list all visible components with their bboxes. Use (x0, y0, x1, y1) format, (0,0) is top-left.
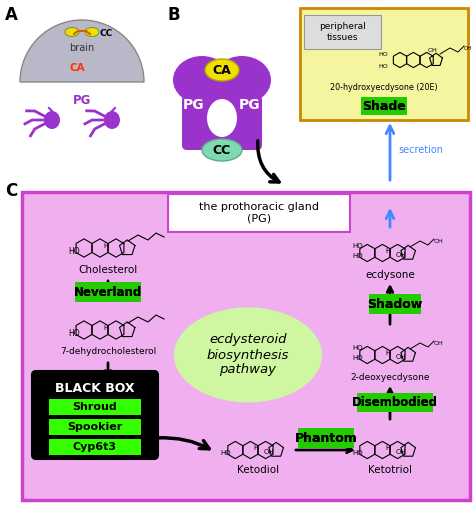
Text: CC: CC (100, 28, 113, 38)
Text: PG: PG (183, 98, 205, 112)
Text: secretion: secretion (398, 145, 443, 155)
Text: Disembodied: Disembodied (352, 396, 438, 409)
Text: Neverland: Neverland (74, 285, 142, 299)
Text: BLACK BOX: BLACK BOX (55, 383, 135, 396)
Ellipse shape (173, 56, 231, 104)
Text: H: H (253, 445, 258, 451)
Ellipse shape (202, 139, 242, 161)
Ellipse shape (205, 59, 239, 81)
Text: HO: HO (352, 345, 363, 351)
Text: OH: OH (434, 341, 444, 346)
FancyBboxPatch shape (356, 393, 433, 412)
Ellipse shape (85, 27, 99, 37)
Text: Shadow: Shadow (367, 298, 423, 310)
Text: OH: OH (396, 252, 407, 258)
Text: Cholesterol: Cholesterol (78, 265, 137, 275)
FancyBboxPatch shape (75, 282, 141, 302)
FancyBboxPatch shape (298, 428, 355, 448)
FancyBboxPatch shape (49, 399, 141, 415)
Wedge shape (20, 20, 144, 82)
Text: Shroud: Shroud (73, 402, 118, 412)
Text: 2-deoxyecdysone: 2-deoxyecdysone (350, 372, 430, 382)
Text: OH: OH (396, 449, 407, 455)
Text: Shadow: Shadow (367, 298, 423, 310)
Text: Neverland: Neverland (74, 285, 142, 299)
FancyBboxPatch shape (304, 15, 381, 49)
Text: H: H (385, 248, 390, 254)
Text: HO: HO (352, 450, 363, 456)
FancyBboxPatch shape (300, 8, 468, 120)
Text: peripheral
tissues: peripheral tissues (319, 22, 366, 42)
Text: H: H (385, 445, 390, 451)
Text: HO: HO (378, 52, 388, 57)
Text: A: A (5, 6, 18, 24)
FancyBboxPatch shape (369, 294, 420, 314)
Ellipse shape (65, 27, 79, 37)
Text: brain: brain (69, 43, 95, 53)
Text: OH: OH (428, 48, 438, 53)
Text: CC: CC (213, 143, 231, 156)
FancyBboxPatch shape (182, 95, 262, 150)
Text: OH: OH (264, 449, 274, 455)
FancyBboxPatch shape (49, 419, 141, 435)
Text: the prothoracic gland
(PG): the prothoracic gland (PG) (199, 202, 319, 224)
Text: H: H (103, 243, 108, 249)
Text: H: H (385, 350, 390, 356)
Ellipse shape (44, 111, 60, 129)
FancyBboxPatch shape (168, 194, 350, 232)
Text: 7-dehydrocholesterol: 7-dehydrocholesterol (60, 347, 156, 357)
Text: HO: HO (352, 355, 363, 361)
Text: H: H (103, 325, 108, 331)
Ellipse shape (207, 99, 237, 137)
Ellipse shape (104, 111, 120, 129)
FancyBboxPatch shape (32, 371, 158, 459)
Text: HO: HO (220, 450, 231, 456)
Text: Disembodied: Disembodied (352, 396, 438, 409)
Text: 20-hydroxyecdysone (20E): 20-hydroxyecdysone (20E) (330, 83, 438, 92)
Text: HO: HO (68, 247, 80, 256)
Text: HO: HO (378, 64, 388, 69)
Text: CA: CA (213, 64, 231, 77)
Text: Ketotriol: Ketotriol (368, 465, 412, 475)
Text: Ketodiol: Ketodiol (237, 465, 279, 475)
FancyBboxPatch shape (361, 97, 407, 115)
Text: C: C (5, 182, 17, 200)
Text: OH: OH (464, 46, 473, 51)
Text: PG: PG (239, 98, 261, 112)
FancyBboxPatch shape (22, 192, 470, 500)
Text: HO: HO (352, 253, 363, 259)
Text: Shade: Shade (362, 100, 406, 112)
Text: CA: CA (69, 63, 85, 73)
Text: Shade: Shade (362, 100, 406, 112)
Ellipse shape (174, 307, 322, 402)
Text: OH: OH (434, 239, 444, 244)
Text: Phantom: Phantom (295, 431, 357, 444)
Text: PG: PG (73, 93, 91, 107)
Ellipse shape (213, 56, 271, 104)
Text: ecdysteroid
biosynthesis
pathway: ecdysteroid biosynthesis pathway (207, 333, 289, 376)
Text: B: B (168, 6, 181, 24)
Text: Spookier: Spookier (67, 422, 123, 432)
FancyBboxPatch shape (49, 439, 141, 455)
Text: Phantom: Phantom (295, 431, 357, 444)
Text: HO: HO (352, 243, 363, 249)
Text: OH: OH (396, 354, 407, 360)
Text: HO: HO (68, 329, 80, 338)
Text: ecdysone: ecdysone (365, 270, 415, 280)
Text: Cyp6t3: Cyp6t3 (73, 442, 117, 452)
